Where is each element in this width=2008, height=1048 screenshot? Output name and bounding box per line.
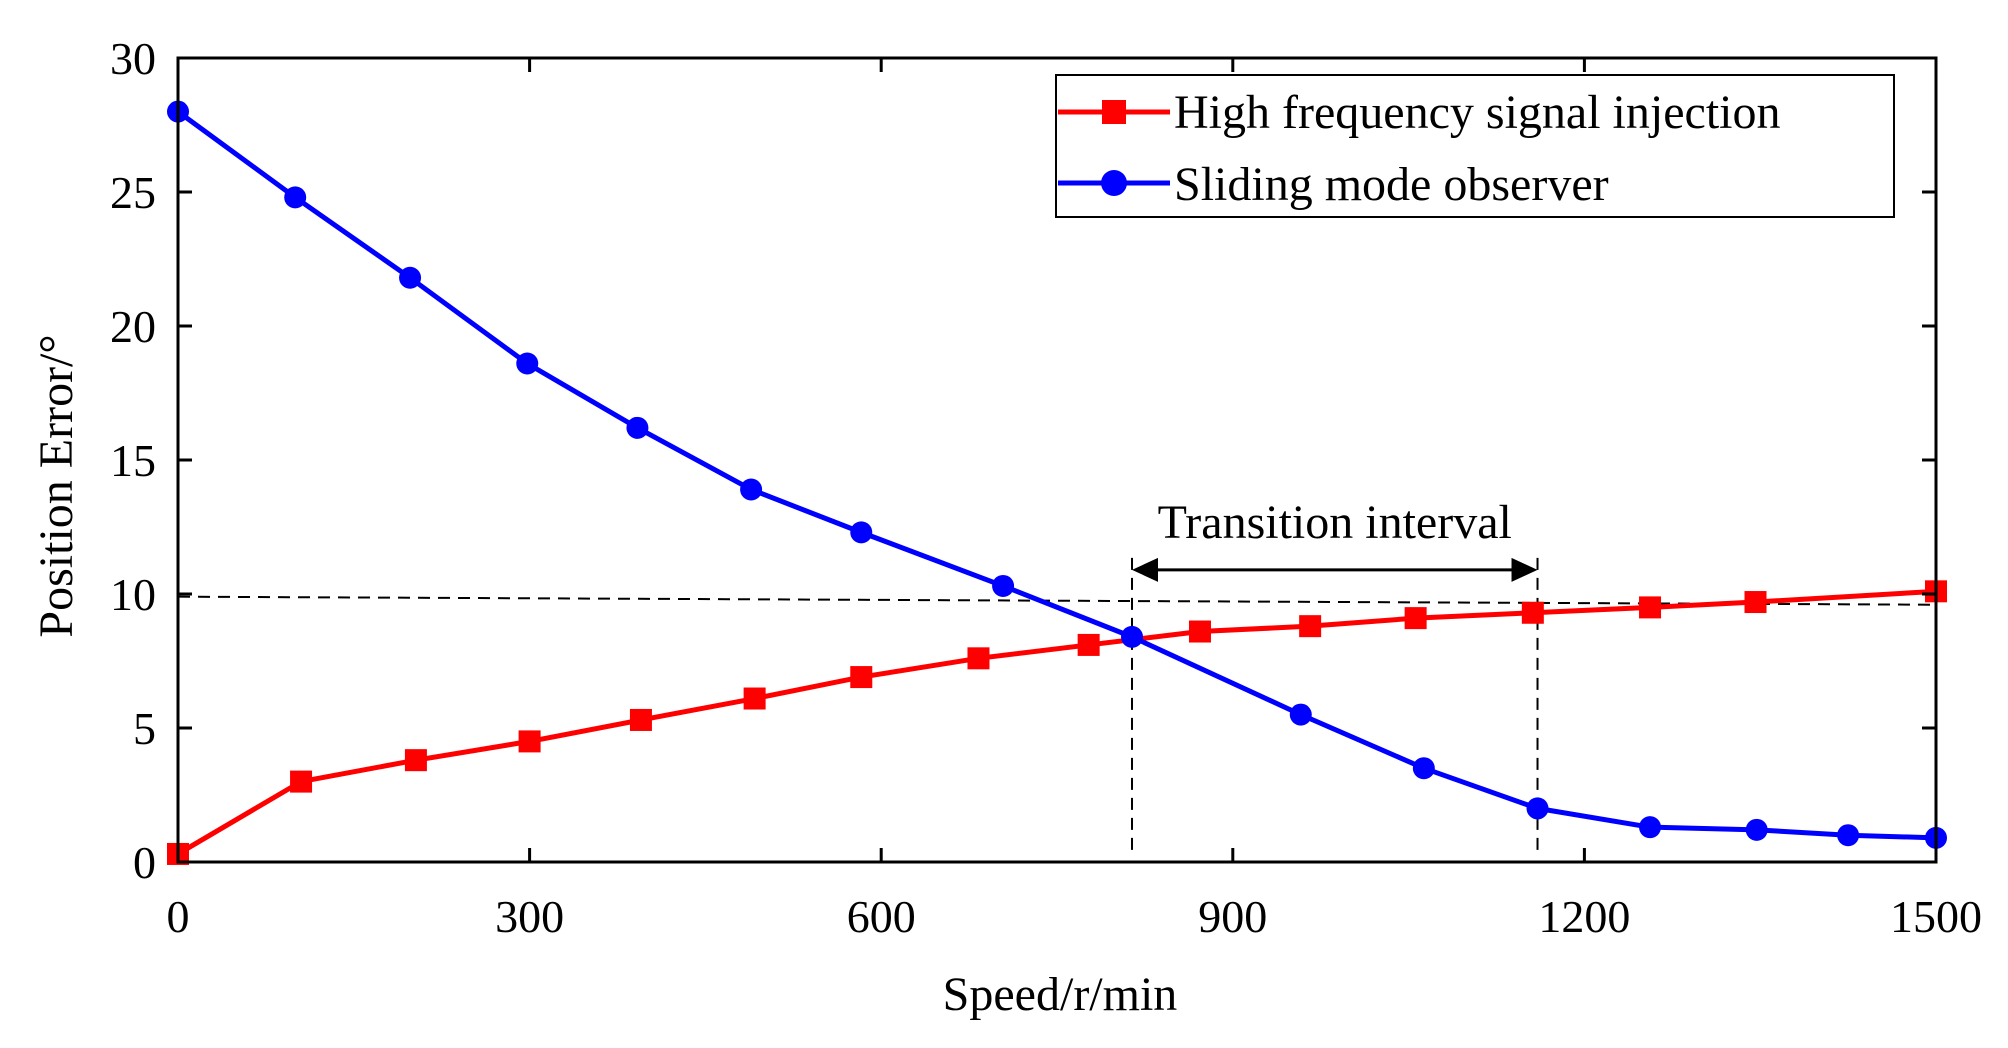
data-point-square [1188, 620, 1211, 643]
data-point-circle [1121, 625, 1144, 648]
data-point-circle [740, 478, 763, 501]
x-tick-label: 300 [495, 891, 564, 942]
x-tick-label: 1500 [1890, 891, 1982, 942]
data-point-square [1404, 607, 1427, 630]
data-point-circle [1745, 818, 1768, 841]
y-axis-title: Position Error/° [30, 334, 83, 637]
series-line-0 [176, 588, 1937, 857]
data-point-square [1521, 601, 1544, 624]
y-tick-label: 30 [110, 33, 156, 84]
data-point-circle [626, 416, 649, 439]
y-tick-label: 5 [133, 703, 156, 754]
data-point-circle [1526, 797, 1549, 820]
data-point-circle [1289, 703, 1312, 726]
data-point-square [1639, 596, 1662, 619]
data-point-circle [516, 352, 539, 375]
x-axis-title: Speed/r/min [943, 968, 1178, 1021]
data-point-square [404, 749, 427, 772]
data-point-circle [1837, 824, 1860, 847]
y-tick-label: 25 [110, 167, 156, 218]
legend-marker-circle [1101, 170, 1127, 196]
y-tick-label: 0 [133, 837, 156, 888]
data-point-circle [1639, 816, 1662, 839]
data-point-square [1077, 633, 1100, 656]
data-point-circle [399, 266, 422, 289]
data-point-square [1744, 591, 1767, 614]
y-tick-label: 10 [110, 569, 156, 620]
interval-arrow-head-right [1511, 557, 1538, 582]
legend-box [1055, 74, 1895, 218]
data-point-square [850, 666, 873, 689]
data-point-square [518, 730, 541, 753]
transition-interval-label: Transition interval [1158, 496, 1512, 549]
x-tick-label: 0 [167, 891, 190, 942]
data-point-square [290, 770, 313, 793]
interval-arrow-head-left [1132, 557, 1159, 582]
axes: 0 300 600 900 1200 1500 0 5 10 15 20 25 30 [110, 33, 1982, 942]
x-tick-label: 600 [847, 891, 916, 942]
data-point-circle [284, 186, 307, 209]
x-tick-label: 900 [1198, 891, 1267, 942]
data-point-circle [850, 521, 873, 544]
legend-label-sliding-mode-observer: Sliding mode observer [1174, 158, 1609, 211]
data-point-square [967, 647, 990, 670]
data-point-circle [992, 574, 1015, 597]
x-tick-label: 1200 [1538, 891, 1630, 942]
y-tick-label: 20 [110, 301, 156, 352]
data-point-square [629, 708, 652, 731]
series-line-1 [176, 109, 1937, 841]
data-point-square [743, 687, 766, 710]
plot-area [167, 100, 1947, 865]
legend-label-high-frequency-signal-injection: High frequency signal injection [1174, 86, 1781, 139]
data-point-square [1299, 615, 1322, 638]
data-point-circle [1412, 757, 1435, 780]
legend: High frequency signal injection Sliding … [1055, 74, 1895, 218]
transition-annotation: Transition interval [1158, 496, 1512, 549]
legend-marker-square [1102, 100, 1126, 124]
y-tick-label: 15 [110, 435, 156, 486]
